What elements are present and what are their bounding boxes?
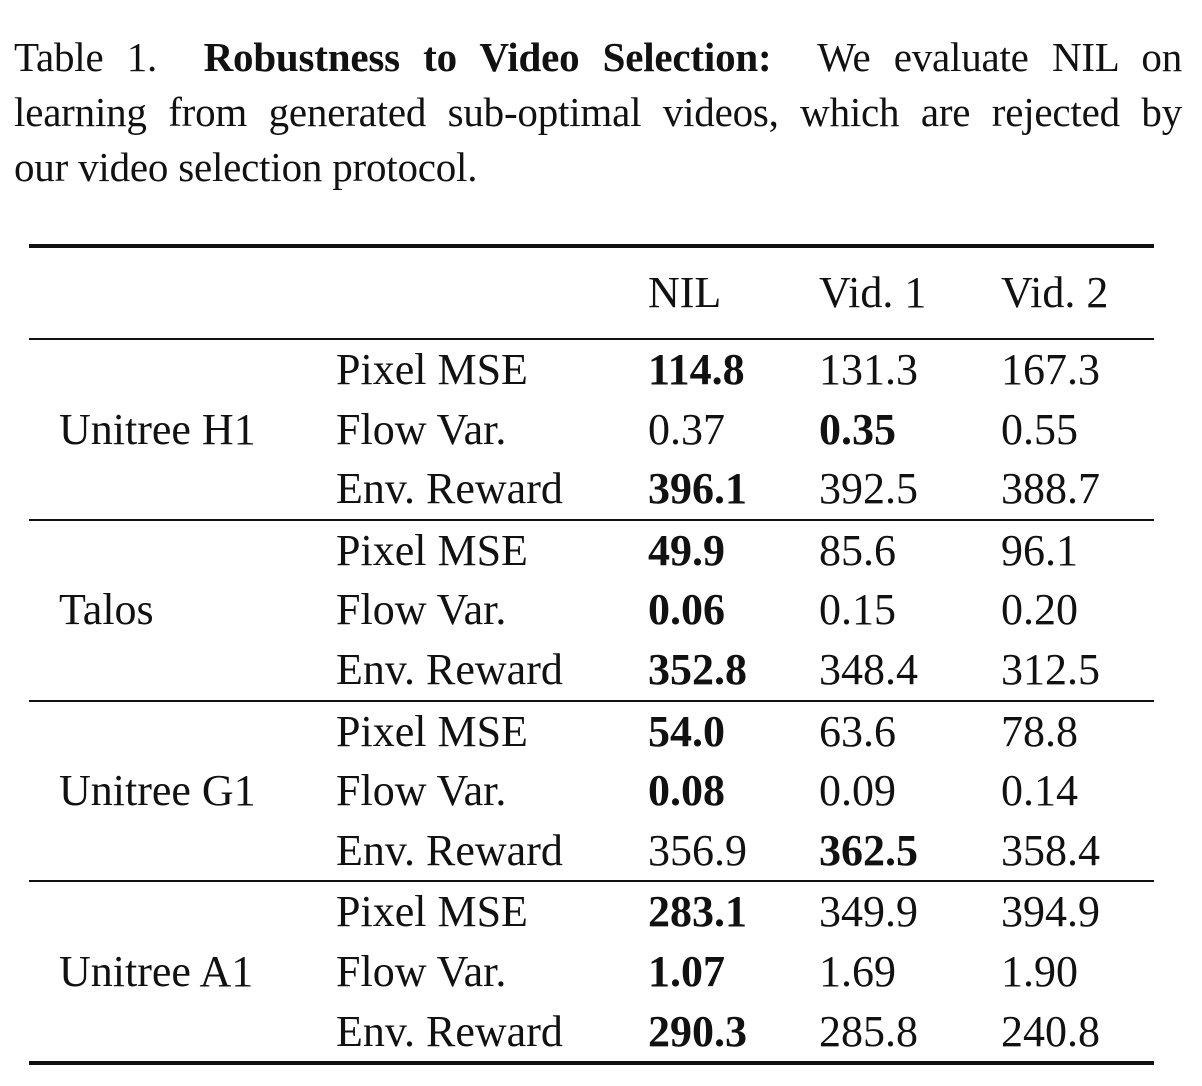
metric-name: Env. Reward bbox=[336, 1006, 563, 1056]
value-cell: 362.5 bbox=[819, 825, 918, 875]
value-cell: 1.69 bbox=[819, 946, 896, 996]
table-row: Env. Reward 290.3 285.8 240.8 bbox=[29, 1002, 1154, 1064]
value-cell: 0.15 bbox=[819, 585, 896, 635]
value-cell: 0.20 bbox=[1001, 585, 1078, 635]
value-cell: 0.09 bbox=[819, 766, 896, 816]
value-cell: 0.14 bbox=[1001, 766, 1078, 816]
value-cell: 358.4 bbox=[1001, 825, 1100, 875]
value-cell: 167.3 bbox=[1001, 345, 1100, 394]
robot-group: Talos Pixel MSE 49.9 85.6 96.1 Flow Var. 0.06 0… bbox=[29, 520, 1154, 701]
value-cell: 388.7 bbox=[1001, 464, 1100, 514]
metric-name: Pixel MSE bbox=[336, 706, 528, 756]
table-caption: Table 1. Robustness to Video Selection: … bbox=[14, 30, 1182, 195]
value-cell: 240.8 bbox=[1001, 1006, 1100, 1056]
header-robot bbox=[29, 246, 336, 339]
metric-name: Pixel MSE bbox=[336, 525, 528, 575]
value-cell: 349.9 bbox=[819, 887, 918, 937]
table-row: Unitree G1 Pixel MSE 54.0 63.6 78.8 bbox=[29, 701, 1154, 816]
value-cell: 0.06 bbox=[648, 585, 725, 635]
value-cell: 312.5 bbox=[1001, 644, 1100, 694]
table-row: Env. Reward 396.1 392.5 388.7 bbox=[29, 459, 1154, 520]
results-table: NIL Vid. 1 Vid. 2 Unitree H1 Pixel MSE 114… bbox=[29, 244, 1154, 1065]
value-cell: 1.07 bbox=[648, 946, 725, 996]
value-cell: 352.8 bbox=[648, 644, 747, 694]
value-cell: 114.8 bbox=[648, 345, 745, 394]
results-table-wrapper: NIL Vid. 1 Vid. 2 Unitree H1 Pixel MSE 114… bbox=[29, 244, 1154, 1065]
table-row: Flow Var. 0.37 0.35 0.55 bbox=[29, 400, 1154, 460]
header-vid1: Vid. 1 bbox=[819, 268, 927, 317]
value-cell: 78.8 bbox=[1001, 706, 1078, 756]
value-cell: 0.37 bbox=[648, 404, 725, 454]
metric-name: Env. Reward bbox=[336, 464, 563, 514]
value-cell: 290.3 bbox=[648, 1006, 747, 1056]
metric-name: Env. Reward bbox=[336, 644, 563, 694]
value-cell: 283.1 bbox=[648, 887, 747, 937]
value-cell: 96.1 bbox=[1001, 525, 1078, 575]
metric-name: Flow Var. bbox=[336, 766, 507, 816]
value-cell: 1.90 bbox=[1001, 946, 1078, 996]
robot-name: Unitree H1 bbox=[59, 404, 256, 454]
value-cell: 348.4 bbox=[819, 644, 918, 694]
value-cell: 85.6 bbox=[819, 525, 896, 575]
robot-name: Talos bbox=[59, 585, 154, 635]
metric-name: Flow Var. bbox=[336, 946, 507, 996]
table-row: Env. Reward 356.9 362.5 358.4 bbox=[29, 821, 1154, 882]
value-cell: 394.9 bbox=[1001, 887, 1100, 937]
robot-group: Unitree A1 Pixel MSE 283.1 349.9 394.9 Flow V… bbox=[29, 881, 1154, 1064]
table-row: Unitree H1 Pixel MSE 114.8 131.3 167.3 bbox=[29, 339, 1154, 454]
header-row: NIL Vid. 1 Vid. 2 bbox=[29, 246, 1154, 339]
robot-group: Unitree G1 Pixel MSE 54.0 63.6 78.8 Flow Var.… bbox=[29, 701, 1154, 882]
value-cell: 0.35 bbox=[819, 404, 896, 454]
table-row: Flow Var. 0.08 0.09 0.14 bbox=[29, 761, 1154, 821]
value-cell: 131.3 bbox=[819, 345, 918, 394]
table-row: Unitree A1 Pixel MSE 283.1 349.9 394.9 bbox=[29, 881, 1154, 996]
table-row: Talos Pixel MSE 49.9 85.6 96.1 bbox=[29, 520, 1154, 635]
metric-name: Pixel MSE bbox=[336, 345, 528, 394]
metric-name: Env. Reward bbox=[336, 825, 563, 875]
caption-title: Robustness to Video Selection: bbox=[203, 34, 772, 80]
table-row: Flow Var. 1.07 1.69 1.90 bbox=[29, 942, 1154, 1002]
value-cell: 63.6 bbox=[819, 706, 896, 756]
caption-line-2: learning from generated sub-optimal vide… bbox=[14, 89, 1182, 135]
caption-label: Table 1. bbox=[14, 34, 158, 80]
value-cell: 0.55 bbox=[1001, 404, 1078, 454]
table-row: Env. Reward 352.8 348.4 312.5 bbox=[29, 640, 1154, 701]
value-cell: 0.08 bbox=[648, 766, 725, 816]
value-cell: 392.5 bbox=[819, 464, 918, 514]
metric-name: Flow Var. bbox=[336, 404, 507, 454]
caption-text-1: We evaluate NIL on bbox=[817, 34, 1182, 80]
value-cell: 285.8 bbox=[819, 1006, 918, 1056]
caption-line-3: our video selection protocol. bbox=[14, 144, 478, 190]
metric-name: Pixel MSE bbox=[336, 887, 528, 937]
value-cell: 396.1 bbox=[648, 464, 747, 514]
table-row: Flow Var. 0.06 0.15 0.20 bbox=[29, 580, 1154, 640]
header-metric bbox=[336, 246, 648, 339]
table-header: NIL Vid. 1 Vid. 2 bbox=[29, 246, 1154, 339]
value-cell: 49.9 bbox=[648, 525, 725, 575]
header-vid2: Vid. 2 bbox=[1001, 268, 1109, 317]
value-cell: 54.0 bbox=[648, 706, 725, 756]
caption-line-1: Table 1. Robustness to Video Selection: … bbox=[14, 30, 1182, 85]
robot-name: Unitree G1 bbox=[59, 766, 256, 816]
header-nil: NIL bbox=[648, 268, 722, 317]
robot-name: Unitree A1 bbox=[59, 946, 254, 996]
metric-name: Flow Var. bbox=[336, 585, 507, 635]
robot-group: Unitree H1 Pixel MSE 114.8 131.3 167.3 Flow V… bbox=[29, 339, 1154, 520]
value-cell: 356.9 bbox=[648, 825, 747, 875]
